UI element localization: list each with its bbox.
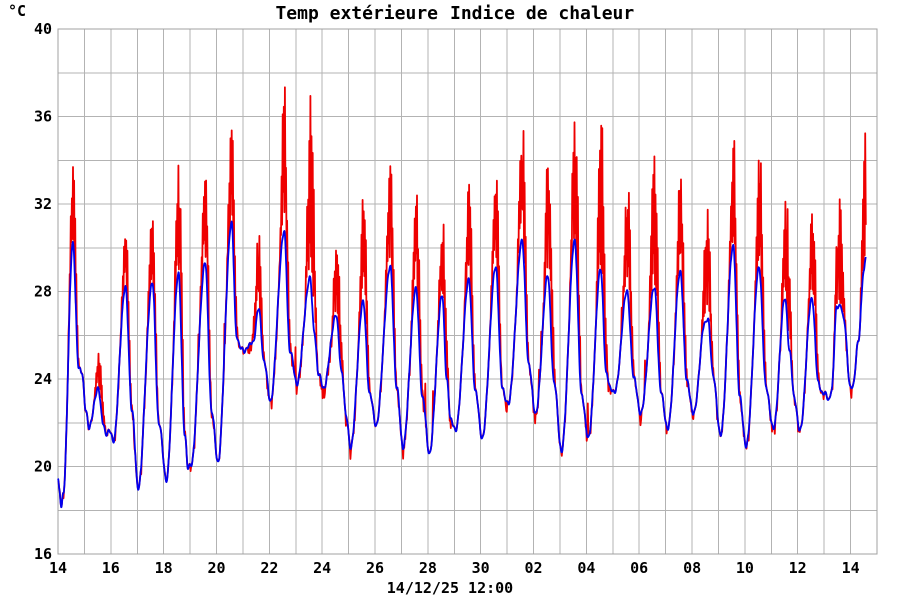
x-tick-label: 02 — [524, 559, 542, 577]
series-lines — [57, 86, 867, 509]
x-tick-label: 28 — [419, 559, 437, 577]
y-tick-label: 24 — [34, 370, 52, 388]
y-axis-unit-label: °C — [8, 2, 26, 20]
x-tick-label: 08 — [683, 559, 701, 577]
x-tick-label: 22 — [260, 559, 278, 577]
axis-tick-labels: 14 16 18 20 22 24 26 28 30 02 04 06 08 10 12 1416202428… — [34, 20, 860, 577]
legend-indice-chaleur: Indice de chaleur — [450, 3, 634, 24]
y-tick-label: 32 — [34, 195, 52, 213]
x-tick-label: 14 — [49, 559, 67, 577]
footer-timestamp: 14/12/25 12:00 — [387, 579, 513, 597]
x-tick-label: 12 — [789, 559, 807, 577]
y-tick-label: 28 — [34, 283, 52, 301]
x-tick-label: 30 — [472, 559, 490, 577]
x-tick-label: 26 — [366, 559, 384, 577]
y-tick-label: 20 — [34, 458, 52, 476]
y-tick-label: 40 — [34, 20, 52, 38]
legend-temp-exterieure: Temp extérieure — [275, 3, 438, 24]
y-tick-label: 16 — [34, 545, 52, 563]
x-tick-label: 20 — [207, 559, 225, 577]
x-tick-label: 04 — [577, 559, 595, 577]
x-tick-label: 16 — [102, 559, 120, 577]
x-tick-label: 10 — [736, 559, 754, 577]
plot-frame — [57, 28, 878, 555]
y-tick-label: 36 — [34, 108, 52, 126]
outdoor-temp-line — [57, 220, 867, 509]
x-tick-label: 06 — [630, 559, 648, 577]
x-tick-label: 14 — [842, 559, 860, 577]
x-tick-label: 24 — [313, 559, 331, 577]
x-tick-label: 18 — [155, 559, 173, 577]
